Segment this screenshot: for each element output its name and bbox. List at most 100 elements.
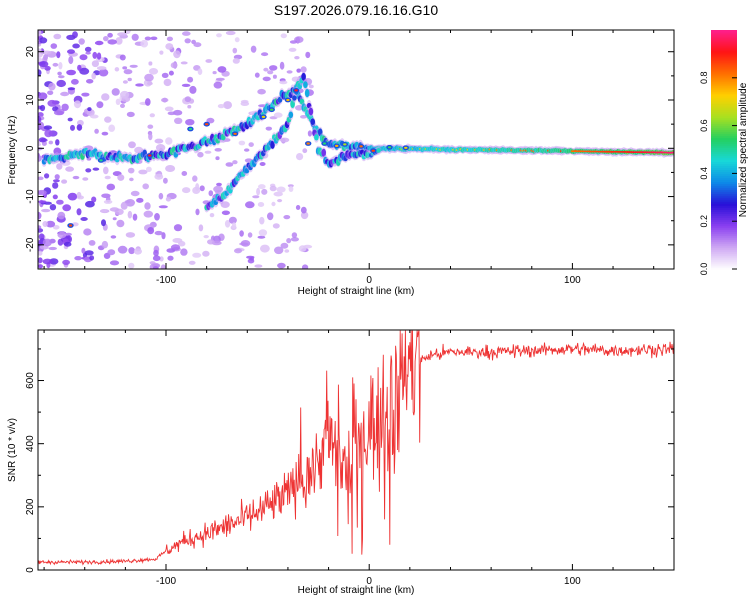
noise-speckle: [181, 83, 191, 87]
colorbar-step: [711, 123, 737, 127]
bright-spot-core: [233, 132, 237, 135]
colorbar: 0.0 0.2 0.4 0.6 0.8 Normalized spectral ampl…: [699, 30, 749, 275]
noise-speckle: [273, 112, 283, 118]
noise-speckle: [167, 111, 176, 116]
bright-spot-core: [188, 127, 193, 131]
colorbar-step: [711, 247, 737, 250]
noise-speckle: [106, 183, 116, 191]
colorbar-step: [711, 265, 737, 268]
colorbar-step: [711, 117, 737, 121]
noise-speckle: [192, 175, 198, 182]
trace-cell: [376, 148, 381, 153]
noise-speckle: [149, 113, 155, 118]
colorbar-step: [711, 245, 737, 248]
noise-speckle: [195, 208, 200, 216]
colorbar-step: [711, 175, 737, 178]
noise-speckle: [63, 241, 72, 247]
noise-speckle: [123, 69, 133, 75]
colorbar-step: [711, 131, 737, 135]
colorbar-step: [711, 45, 737, 49]
noise-speckle: [205, 59, 213, 63]
noise-speckle: [42, 258, 53, 265]
noise-speckle: [61, 103, 69, 112]
noise-speckle: [38, 228, 44, 233]
noise-speckle: [180, 61, 188, 65]
colorbar-step: [711, 257, 737, 260]
noise-speckle: [38, 250, 43, 256]
colorbar-step: [711, 107, 737, 111]
noise-speckle: [101, 131, 109, 136]
noise-speckle: [68, 56, 74, 65]
noise-speckle: [154, 230, 163, 236]
noise-speckle: [152, 266, 159, 269]
noise-speckle: [38, 30, 42, 37]
noise-speckle: [296, 153, 304, 161]
colorbar-step: [711, 267, 737, 270]
noise-speckle: [56, 79, 66, 88]
noise-speckle: [142, 183, 149, 190]
noise-speckle: [56, 163, 63, 170]
colorbar-step: [711, 137, 737, 141]
noise-speckle: [234, 37, 240, 43]
noise-speckle: [146, 166, 152, 172]
y-tick-label: 400: [25, 435, 36, 452]
noise-speckle: [147, 227, 155, 235]
noise-speckle: [38, 211, 42, 220]
noise-speckle: [119, 54, 126, 61]
noise-speckle: [38, 176, 44, 181]
noise-speckle: [96, 52, 102, 60]
colorbar-step: [711, 69, 737, 73]
colorbar-step: [711, 223, 737, 226]
noise-speckle: [128, 247, 135, 255]
noise-speckle: [173, 224, 183, 232]
noise-speckle: [38, 121, 45, 129]
colorbar-step: [711, 173, 737, 176]
noise-speckle: [206, 117, 215, 124]
colorbar-step: [711, 183, 737, 186]
noise-speckle: [44, 65, 51, 71]
colorbar-tick-label: 0.6: [699, 119, 709, 132]
noise-speckle: [288, 186, 294, 192]
colorbar-step: [711, 55, 737, 59]
noise-speckle: [182, 31, 191, 36]
colorbar-step: [711, 30, 737, 33]
colorbar-step: [711, 149, 737, 153]
y-tick-label: 0: [25, 567, 36, 573]
noise-speckle: [178, 240, 186, 247]
noise-speckle: [67, 49, 75, 54]
colorbar-step: [711, 151, 737, 155]
noise-speckle: [120, 90, 130, 99]
bright-spot-core: [322, 142, 327, 145]
noise-speckle: [173, 50, 181, 59]
colorbar-step: [711, 211, 737, 214]
snr-plot-area: [38, 330, 674, 570]
noise-speckle: [72, 43, 80, 49]
colorbar-tick-label: 0.8: [699, 72, 709, 85]
noise-speckle: [98, 68, 109, 77]
noise-speckle: [101, 219, 106, 227]
noise-speckle: [202, 250, 210, 257]
noise-speckle: [86, 79, 94, 84]
noise-speckle: [258, 184, 266, 190]
noise-speckle: [116, 219, 125, 228]
noise-speckle: [103, 166, 109, 175]
colorbar-step: [711, 101, 737, 105]
noise-speckle: [122, 80, 128, 84]
noise-speckle: [158, 205, 168, 209]
noise-speckle: [67, 117, 73, 122]
noise-speckle: [84, 46, 92, 53]
noise-speckle: [300, 66, 307, 73]
noise-speckle: [52, 182, 59, 189]
colorbar-step: [711, 81, 737, 85]
colorbar-step: [711, 263, 737, 266]
colorbar-step: [711, 233, 737, 236]
noise-speckle: [56, 51, 61, 59]
noise-speckle: [279, 137, 290, 143]
noise-speckle: [144, 73, 154, 82]
noise-speckle: [45, 220, 56, 228]
colorbar-step: [711, 171, 737, 174]
colorbar-step: [711, 191, 737, 194]
noise-speckle: [50, 43, 58, 49]
noise-speckle: [269, 185, 277, 192]
noise-speckle: [81, 247, 86, 254]
